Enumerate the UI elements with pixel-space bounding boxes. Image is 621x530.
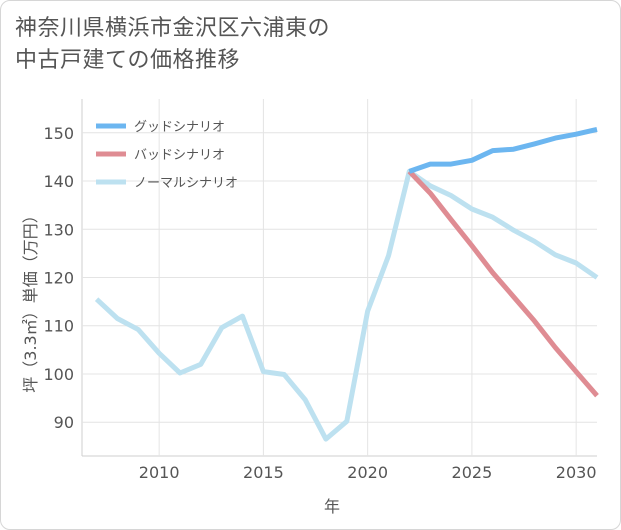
series-line-2 xyxy=(94,168,599,442)
y-tick-label: 150 xyxy=(43,124,74,143)
x-tick-labels: 2010 2015 2020 2025 2030 xyxy=(139,463,597,482)
legend-label: ノーマルシナリオ xyxy=(134,176,238,191)
y-axis-label: 坪（3.3㎡）単価（万円） xyxy=(21,207,40,392)
legend-label: バッドシナリオ xyxy=(134,148,225,163)
x-axis-label: 年 xyxy=(324,497,340,516)
x-tick-label: 2015 xyxy=(243,463,284,482)
x-tick-label: 2020 xyxy=(347,463,388,482)
x-tick-label: 2025 xyxy=(452,463,493,482)
y-tick-label: 140 xyxy=(43,172,74,191)
y-tick-label: 90 xyxy=(54,413,74,432)
series-lines xyxy=(94,126,599,442)
series-line-0 xyxy=(408,126,598,174)
title-line-1: 神奈川県横浜市金沢区六浦東の xyxy=(15,16,331,41)
chart-title: 神奈川県横浜市金沢区六浦東の 中古戸建ての価格推移 xyxy=(15,13,330,77)
x-tick-label: 2010 xyxy=(139,463,180,482)
y-tick-label: 120 xyxy=(43,269,74,288)
title-line-2: 中古戸建ての価格推移 xyxy=(15,48,241,73)
y-tick-label: 130 xyxy=(43,220,74,239)
grid-lines xyxy=(81,99,597,457)
y-tick-label: 110 xyxy=(43,317,74,336)
legend-label: グッドシナリオ xyxy=(134,120,225,135)
y-tick-labels: 90 100 110 120 130 140 150 xyxy=(43,124,74,432)
series-line-1 xyxy=(407,169,599,398)
y-tick-label: 100 xyxy=(43,365,74,384)
x-tick-label: 2030 xyxy=(556,463,597,482)
